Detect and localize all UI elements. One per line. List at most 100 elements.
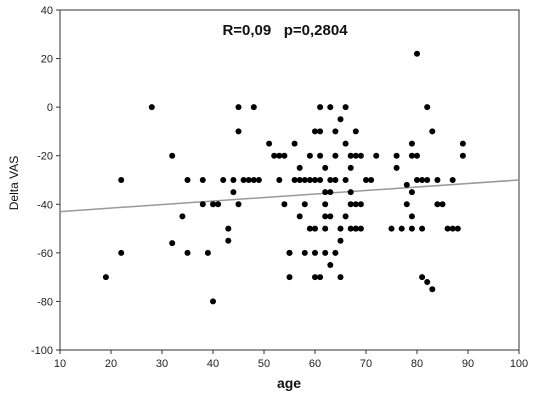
data-point (459, 140, 466, 147)
data-point (286, 249, 293, 256)
data-point (373, 152, 380, 159)
data-point (245, 177, 252, 183)
data-point (148, 104, 155, 111)
data-point (296, 177, 303, 183)
data-point (220, 177, 227, 183)
data-point (434, 201, 441, 208)
data-point (184, 177, 191, 183)
data-point (240, 177, 247, 183)
data-point (347, 152, 354, 159)
data-point (347, 189, 354, 196)
data-point (235, 201, 242, 208)
data-point (403, 201, 410, 208)
data-point (393, 152, 400, 159)
x-axis: 10 20 30 40 50 60 70 80 90 100 (54, 350, 528, 370)
data-point (204, 249, 211, 256)
data-point (276, 152, 283, 159)
data-point (352, 152, 359, 159)
y-tick-label: -60 (37, 248, 53, 260)
data-point (449, 225, 456, 232)
data-point (276, 177, 283, 183)
data-point (327, 213, 334, 220)
x-tick-label: 30 (156, 358, 168, 370)
data-point (429, 286, 436, 293)
x-tick-label: 60 (309, 358, 321, 370)
data-point (337, 274, 344, 281)
data-point (317, 152, 324, 159)
data-point (306, 177, 313, 183)
data-point (235, 104, 242, 111)
y-axis: 40 20 0 -20 -40 -60 -80 -100 (31, 5, 60, 357)
data-point (225, 225, 232, 232)
data-point (199, 201, 206, 208)
data-point (306, 225, 313, 232)
data-point (118, 177, 125, 183)
x-tick-label: 90 (462, 358, 474, 370)
data-point (424, 279, 431, 285)
data-point (230, 177, 237, 183)
data-point (286, 274, 293, 281)
data-point (347, 164, 354, 171)
data-point (342, 140, 349, 147)
data-point (312, 225, 318, 232)
y-tick-label: 40 (41, 5, 53, 17)
x-tick-label: 100 (510, 358, 528, 370)
data-point (179, 213, 186, 220)
data-point (424, 177, 431, 183)
data-point (271, 152, 278, 159)
data-point (322, 189, 329, 196)
data-point (255, 177, 262, 183)
data-point (393, 164, 400, 171)
data-point (312, 274, 318, 281)
data-point (459, 152, 466, 159)
data-point (169, 240, 176, 247)
data-point (414, 50, 420, 57)
data-point (403, 181, 410, 188)
data-point (322, 249, 329, 256)
x-tick-label: 10 (54, 358, 66, 370)
data-point (429, 128, 436, 135)
data-point (301, 201, 308, 208)
data-point (291, 177, 298, 183)
data-point (306, 152, 313, 159)
data-point (347, 201, 354, 208)
data-point (352, 225, 359, 232)
data-point (368, 177, 375, 183)
x-tick-label: 70 (360, 358, 372, 370)
data-point (235, 128, 242, 135)
data-point (352, 128, 359, 135)
data-point (352, 201, 359, 208)
data-point (419, 274, 426, 281)
data-point (444, 225, 451, 232)
data-point (419, 177, 426, 183)
data-point (424, 104, 431, 111)
data-point (322, 213, 329, 220)
data-point (398, 225, 405, 232)
y-tick-label: -80 (37, 296, 53, 308)
data-point (230, 189, 237, 196)
data-point (342, 177, 349, 183)
data-point (301, 177, 308, 183)
data-point (332, 177, 339, 183)
data-point (317, 104, 324, 111)
data-point (169, 152, 176, 159)
data-point (408, 152, 415, 159)
data-point (419, 225, 426, 232)
data-point (210, 298, 216, 305)
x-tick-label: 40 (207, 358, 219, 370)
data-point (439, 201, 446, 208)
data-point (312, 249, 318, 256)
data-point (291, 140, 298, 147)
data-point (414, 152, 420, 159)
data-point (102, 274, 109, 281)
data-point (281, 201, 288, 208)
data-point (225, 237, 232, 244)
y-tick-label: -20 (37, 151, 53, 163)
data-point (408, 189, 415, 196)
data-point (408, 140, 415, 147)
x-tick-label: 50 (258, 358, 270, 370)
data-point (322, 225, 329, 232)
trend-line (59, 179, 520, 213)
x-axis-title: age (277, 375, 301, 391)
data-point (118, 249, 125, 256)
